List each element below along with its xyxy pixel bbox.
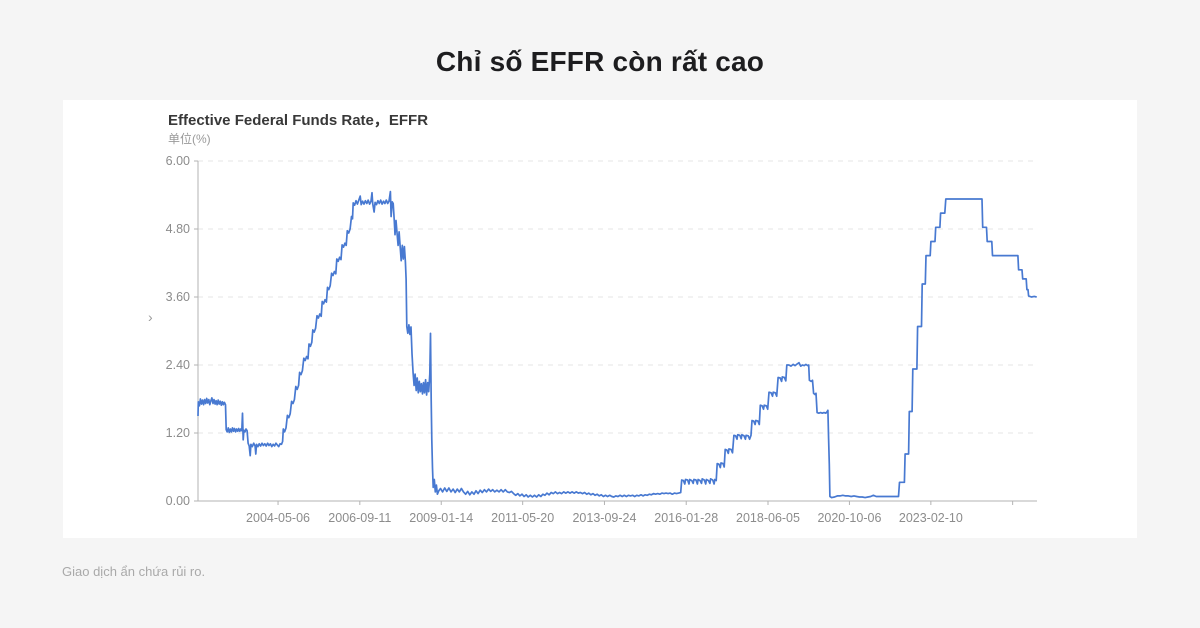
x-tick-label: 2009-01-14	[409, 511, 473, 525]
x-tick-label: 2016-01-28	[654, 511, 718, 525]
y-tick-label: 6.00	[166, 154, 190, 168]
y-tick-label: 1.20	[166, 426, 190, 440]
chevron-right-icon[interactable]: ›	[148, 309, 153, 325]
page-title: Chỉ số EFFR còn rất cao	[435, 46, 765, 77]
x-tick-label: 2023-02-10	[899, 511, 963, 525]
y-tick-label: 2.40	[166, 358, 190, 372]
x-tick-label: 2020-10-06	[817, 511, 881, 525]
x-tick-label: 2013-09-24	[572, 511, 636, 525]
effr-line-chart: 0.00 1.20 2.40 3.60 4.80 6.00 2004-05-06 2006-0…	[166, 154, 1037, 525]
unit-label: 单位(%)	[168, 132, 211, 146]
x-tick-label: 2004-05-06	[246, 511, 310, 525]
chart-title: Effective Federal Funds Rate，EFFR	[168, 112, 429, 129]
effr-series-line	[197, 190, 1037, 499]
chart-card: Effective Federal Funds Rate，EFFR 单位(%) …	[63, 100, 1137, 538]
y-tick-label: 4.80	[166, 222, 190, 236]
y-tick-label: 3.60	[166, 290, 190, 304]
x-tick-label: 2006-09-11	[328, 511, 391, 525]
y-tick-label: 0.00	[166, 494, 190, 508]
x-tick-label: 2018-06-05	[736, 511, 800, 525]
x-tick-label: 2011-05-20	[491, 511, 554, 525]
risk-disclaimer: Giao dịch ẩn chứa rủi ro.	[62, 564, 206, 579]
